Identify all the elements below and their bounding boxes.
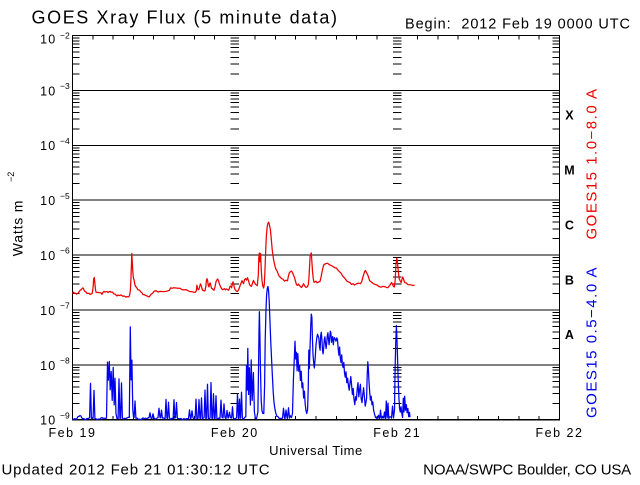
svg-text:Watts m: Watts m xyxy=(10,200,26,256)
svg-text:−2: −2 xyxy=(6,172,16,182)
svg-text:Feb 19: Feb 19 xyxy=(49,426,97,440)
svg-text:A: A xyxy=(565,328,574,342)
svg-text:GOES Xray Flux (5 minute data): GOES Xray Flux (5 minute data) xyxy=(32,8,339,28)
svg-text:GOES15 1.0−8.0 A: GOES15 1.0−8.0 A xyxy=(584,87,601,239)
svg-text:10: 10 xyxy=(40,359,56,373)
svg-text:10: 10 xyxy=(40,249,56,263)
svg-text:Feb 22: Feb 22 xyxy=(536,426,584,440)
svg-text:Feb 21: Feb 21 xyxy=(373,426,421,440)
svg-text:10: 10 xyxy=(40,84,56,98)
svg-text:Universal Time: Universal Time xyxy=(269,443,363,458)
svg-text:−9: −9 xyxy=(60,410,70,420)
svg-text:−7: −7 xyxy=(60,301,70,311)
svg-text:10: 10 xyxy=(40,194,56,208)
svg-text:10: 10 xyxy=(40,304,56,318)
svg-text:Updated 2012 Feb 21 01:30:12 U: Updated 2012 Feb 21 01:30:12 UTC xyxy=(2,462,271,479)
svg-text:10: 10 xyxy=(40,32,56,46)
svg-text:GOES15 0.5−4.0 A: GOES15 0.5−4.0 A xyxy=(584,266,601,418)
svg-text:−4: −4 xyxy=(60,136,70,146)
svg-text:−8: −8 xyxy=(60,356,70,366)
svg-text:NOAA/SWPC Boulder, CO USA: NOAA/SWPC Boulder, CO USA xyxy=(423,462,631,479)
svg-text:B: B xyxy=(565,273,574,287)
svg-text:−3: −3 xyxy=(60,81,70,91)
svg-text:10: 10 xyxy=(40,139,56,153)
svg-text:10: 10 xyxy=(40,414,56,428)
svg-text:M: M xyxy=(564,164,574,178)
svg-text:−2: −2 xyxy=(60,31,70,41)
svg-text:−5: −5 xyxy=(60,191,70,201)
svg-text:X: X xyxy=(565,109,574,123)
svg-text:Begin: 2012 Feb 19 0000 UTC: Begin: 2012 Feb 19 0000 UTC xyxy=(405,17,631,33)
svg-text:C: C xyxy=(565,218,574,232)
svg-text:−6: −6 xyxy=(60,246,70,256)
svg-text:Feb 20: Feb 20 xyxy=(211,426,259,440)
